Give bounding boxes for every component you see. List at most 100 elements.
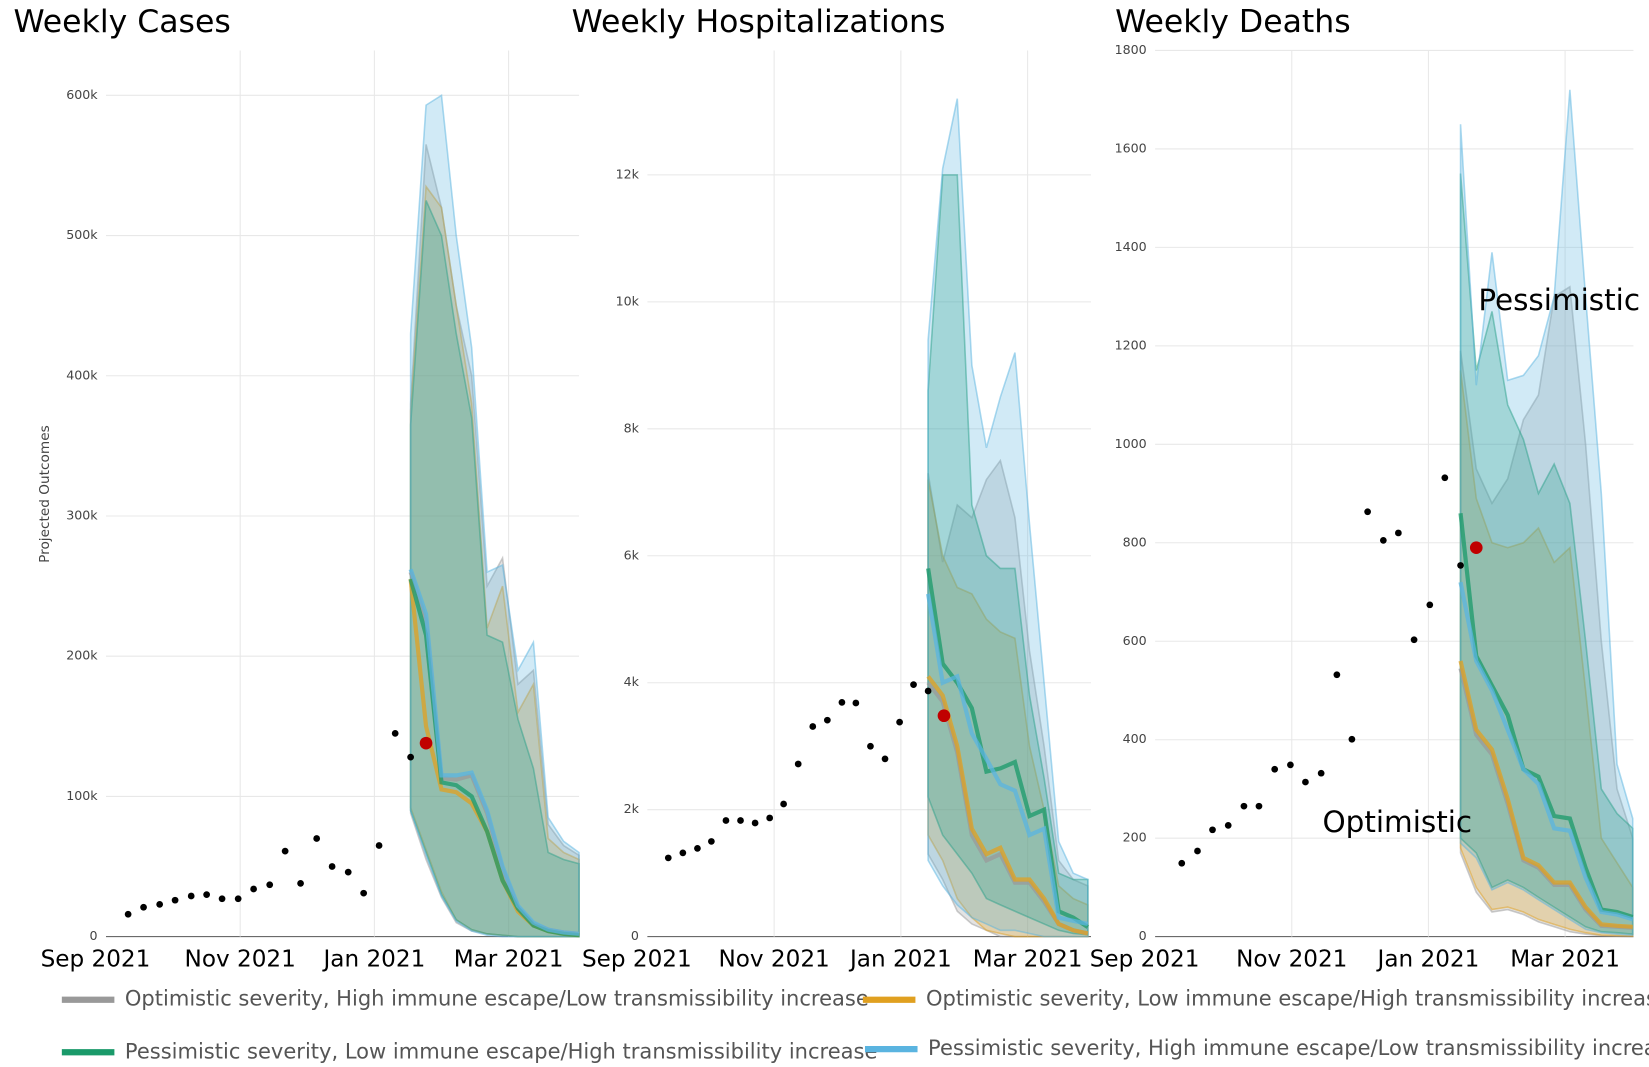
observed-point (281, 847, 289, 855)
observed-point (1441, 474, 1449, 482)
x-tick-label: Nov 2021 (718, 946, 829, 972)
observed-point (1410, 636, 1418, 644)
y-tick-label: 2k (624, 801, 640, 816)
x-tick-label: Jan 2021 (848, 946, 952, 972)
observed-point (171, 896, 179, 904)
observed-point (344, 868, 352, 876)
y-tick-label: 400k (66, 367, 98, 382)
highlight-point (1469, 541, 1483, 555)
y-tick-label: 300k (66, 507, 98, 522)
legend-label: Optimistic severity, High immune escape/… (125, 986, 869, 1011)
observed-point (1426, 601, 1434, 609)
highlight-point (419, 736, 433, 750)
y-tick-label: 8k (624, 420, 640, 435)
y-tick-label: 1800 (1115, 42, 1147, 57)
y-tick-label: 400 (1123, 731, 1147, 746)
observed-point (234, 895, 242, 903)
observed-point (708, 838, 715, 845)
observed-point (766, 814, 774, 822)
y-tick-label: 200k (66, 648, 98, 663)
y-axis-label: Projected Outcomes (37, 425, 53, 563)
x-tick-label: Mar 2021 (973, 946, 1083, 972)
chart-title: Weekly Cases (13, 4, 230, 40)
observed-point (1317, 769, 1325, 777)
observed-point (1395, 529, 1402, 537)
y-tick-label: 800 (1123, 534, 1147, 549)
observed-point (360, 889, 368, 897)
observed-point (187, 892, 195, 900)
legend-label: Optimistic severity, Low immune escape/H… (926, 986, 1649, 1011)
chart-title: Weekly Deaths (1115, 4, 1351, 40)
y-tick-label: 600k (66, 87, 98, 102)
observed-point (823, 716, 831, 724)
observed-point (156, 901, 164, 908)
observed-point (1178, 859, 1186, 867)
observed-point (218, 895, 226, 903)
y-tick-label: 100k (66, 788, 98, 803)
observed-point (328, 863, 336, 870)
x-tick-label: Jan 2021 (321, 946, 425, 972)
x-tick-label: Sep 2021 (582, 946, 692, 972)
observed-point (809, 723, 817, 730)
observed-point (124, 910, 132, 918)
observed-point (881, 755, 889, 763)
observed-point (266, 881, 274, 889)
observed-point (794, 760, 802, 768)
observed-point (1287, 761, 1294, 769)
observed-point (203, 891, 210, 898)
observed-point (751, 819, 759, 827)
observed-point (694, 845, 701, 852)
highlight-point (937, 709, 951, 723)
observed-point (722, 817, 730, 824)
observed-point (250, 885, 257, 893)
y-tick-label: 12k (616, 166, 640, 181)
observed-point (910, 681, 917, 688)
observed-point (297, 879, 304, 887)
observed-point (1240, 802, 1248, 810)
y-tick-label: 1600 (1115, 140, 1147, 155)
observed-point (1255, 802, 1263, 810)
x-tick-label: Sep 2021 (1090, 946, 1200, 972)
observed-point (140, 903, 147, 911)
x-tick-label: Nov 2021 (185, 946, 296, 972)
x-tick-label: Mar 2021 (1510, 946, 1620, 972)
y-tick-label: 1400 (1115, 239, 1147, 254)
x-tick-label: Mar 2021 (454, 946, 564, 972)
observed-point (1271, 765, 1279, 773)
median-line (1458, 513, 1634, 919)
observed-point (924, 687, 932, 695)
x-tick-label: Nov 2021 (1236, 946, 1347, 972)
y-tick-label: 10k (616, 293, 640, 308)
median-line (926, 675, 1089, 936)
observed-point (1379, 536, 1387, 544)
y-tick-label: 1000 (1115, 436, 1147, 451)
median-line (926, 593, 1089, 927)
y-tick-label: 0 (90, 928, 98, 943)
y-tick-label: 0 (1139, 928, 1147, 943)
y-tick-label: 600 (1123, 633, 1147, 648)
observed-point (313, 835, 321, 842)
observed-point (1302, 778, 1309, 786)
uncertainty-band (409, 93, 580, 938)
median-line (408, 568, 580, 936)
observed-point (375, 842, 383, 849)
observed-point (1457, 562, 1464, 569)
y-tick-label: 4k (624, 674, 640, 689)
annotation: Pessimistic (1478, 283, 1640, 317)
observed-point (679, 849, 687, 857)
observed-point (838, 699, 846, 706)
observed-point (391, 729, 399, 737)
observed-point (867, 742, 874, 750)
observed-point (1194, 847, 1201, 855)
annotation: Optimistic (1323, 805, 1473, 839)
y-tick-label: 500k (66, 227, 98, 242)
x-tick-label: Sep 2021 (41, 946, 151, 972)
y-tick-label: 1200 (1115, 337, 1147, 352)
legend-label: Pessimistic severity, High immune escape… (928, 1035, 1649, 1060)
y-tick-label: 6k (624, 547, 640, 562)
observed-point (896, 718, 903, 726)
observed-point (1333, 671, 1341, 679)
median-line (1458, 581, 1634, 922)
